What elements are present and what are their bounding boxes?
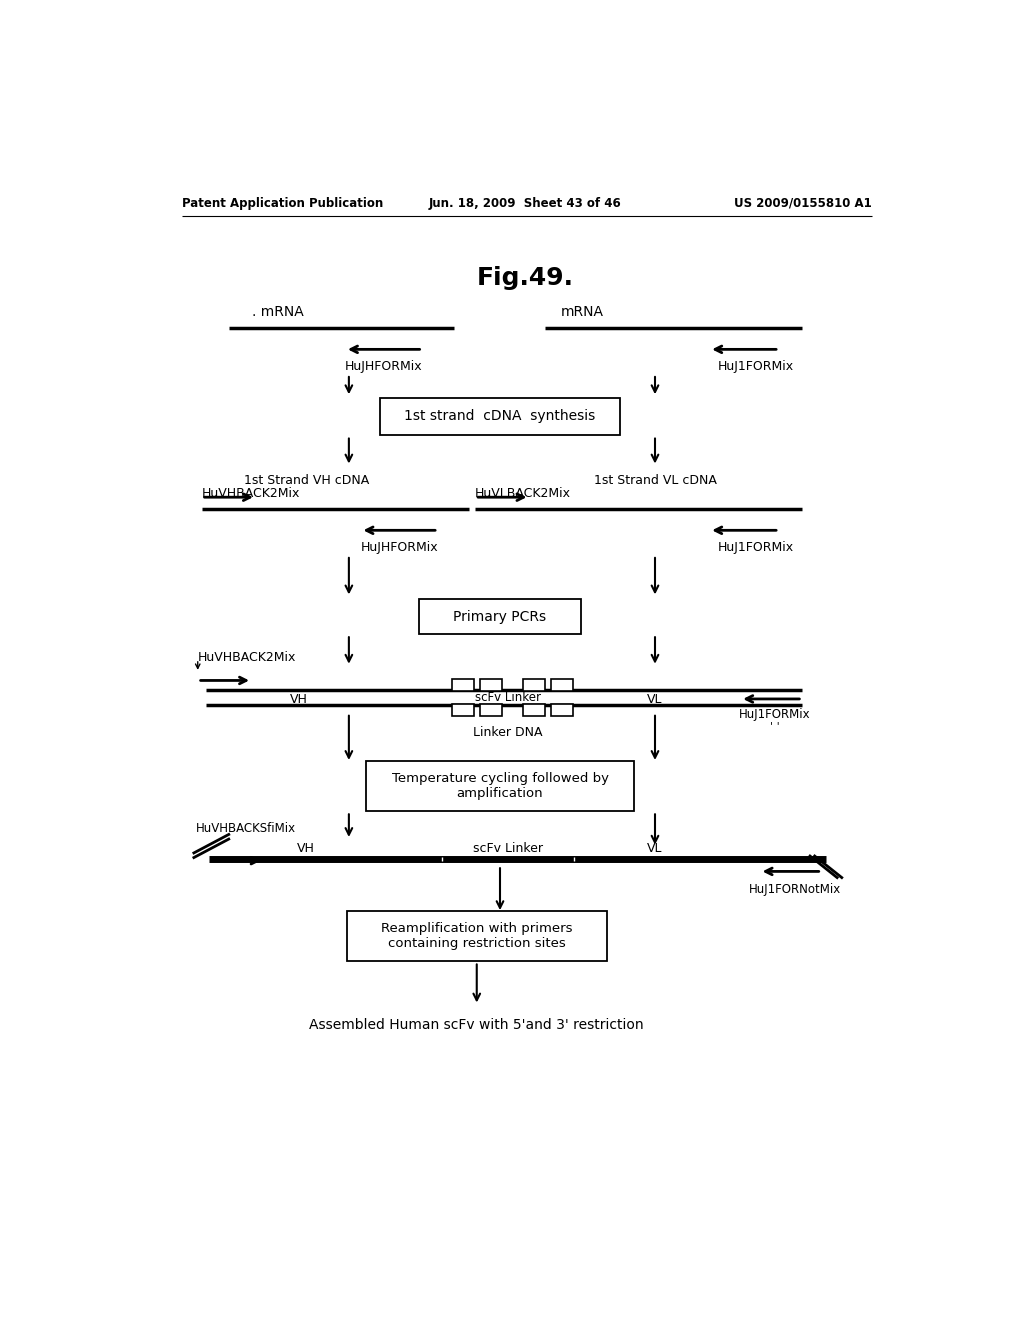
Text: HuJ1FORMix: HuJ1FORMix <box>718 541 794 554</box>
Bar <box>551 704 572 715</box>
Text: scFv Linker: scFv Linker <box>475 690 541 704</box>
Text: US 2009/0155810 A1: US 2009/0155810 A1 <box>734 197 872 210</box>
Bar <box>551 678 572 692</box>
Text: . mRNA: . mRNA <box>252 305 304 319</box>
Text: Assembled Human scFv with 5'and 3' restriction: Assembled Human scFv with 5'and 3' restr… <box>309 1018 644 1032</box>
FancyBboxPatch shape <box>380 397 621 434</box>
Bar <box>452 678 474 692</box>
Text: Primary PCRs: Primary PCRs <box>454 610 547 623</box>
Bar <box>452 704 474 715</box>
Text: mRNA: mRNA <box>560 305 603 319</box>
Text: Temperature cycling followed by
amplification: Temperature cycling followed by amplific… <box>391 772 608 800</box>
Text: HuJ1FORMix: HuJ1FORMix <box>718 360 794 372</box>
FancyBboxPatch shape <box>367 760 634 810</box>
Text: scFv Linker: scFv Linker <box>473 842 543 855</box>
Text: HuVHBACK2Mix: HuVHBACK2Mix <box>198 651 296 664</box>
Text: HuVLBACK2Mix: HuVLBACK2Mix <box>475 487 571 500</box>
Text: VH: VH <box>297 842 315 855</box>
Text: HuJ1FORMix: HuJ1FORMix <box>739 708 811 721</box>
Text: 1st strand  cDNA  synthesis: 1st strand cDNA synthesis <box>404 409 596 424</box>
Text: HuJHFORMix: HuJHFORMix <box>345 360 423 372</box>
FancyBboxPatch shape <box>347 911 606 961</box>
Text: Fig.49.: Fig.49. <box>476 265 573 290</box>
Text: Reamplification with primers
containing restriction sites: Reamplification with primers containing … <box>381 923 572 950</box>
Text: VH: VH <box>290 693 307 706</box>
Text: Patent Application Publication: Patent Application Publication <box>182 197 384 210</box>
Text: Linker DNA: Linker DNA <box>473 726 543 739</box>
Bar <box>480 678 502 692</box>
Bar <box>523 704 545 715</box>
Text: Jun. 18, 2009  Sheet 43 of 46: Jun. 18, 2009 Sheet 43 of 46 <box>428 197 622 210</box>
Text: HuJ1FORNotMix: HuJ1FORNotMix <box>749 883 841 896</box>
Text: VL: VL <box>647 693 663 706</box>
Text: HuJHFORMix: HuJHFORMix <box>360 541 438 554</box>
FancyBboxPatch shape <box>419 599 582 634</box>
Text: 1st Strand VL cDNA: 1st Strand VL cDNA <box>594 474 717 487</box>
Text: HuVHBACK2Mix: HuVHBACK2Mix <box>202 487 300 500</box>
Text: 1st Strand VH cDNA: 1st Strand VH cDNA <box>244 474 369 487</box>
Bar <box>480 704 502 715</box>
Bar <box>523 678 545 692</box>
Text: ' ': ' ' <box>770 722 780 731</box>
Text: VL: VL <box>647 842 663 855</box>
Text: HuVHBACKSfiMix: HuVHBACKSfiMix <box>197 822 296 834</box>
